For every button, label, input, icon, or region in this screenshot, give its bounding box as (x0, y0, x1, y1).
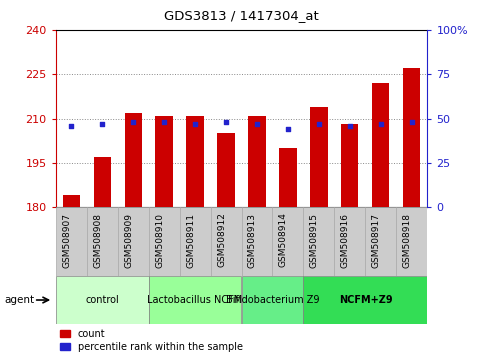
Bar (86, 207, 117, 276)
Text: Bifidobacterium Z9: Bifidobacterium Z9 (226, 295, 319, 305)
Bar (156, 116, 172, 207)
Text: GSM508907: GSM508907 (62, 213, 71, 268)
Text: Lactobacillus NCFM: Lactobacillus NCFM (147, 295, 242, 305)
Bar (117, 207, 149, 276)
Text: GSM508916: GSM508916 (341, 213, 350, 268)
Bar (180, 207, 211, 276)
Text: agent: agent (5, 295, 35, 305)
Legend: count, percentile rank within the sample: count, percentile rank within the sample (60, 329, 243, 352)
Point (346, 123, 354, 129)
Bar (397, 207, 427, 276)
Bar (62, 195, 80, 207)
Point (222, 119, 230, 125)
Bar (217, 133, 235, 207)
Text: GDS3813 / 1417304_at: GDS3813 / 1417304_at (164, 9, 319, 22)
Point (315, 121, 323, 127)
Bar (341, 125, 358, 207)
Bar (56, 207, 86, 276)
Text: GSM508909: GSM508909 (124, 213, 133, 268)
Point (253, 121, 261, 127)
Point (284, 126, 292, 132)
Text: GSM508911: GSM508911 (186, 213, 195, 268)
Text: GSM508913: GSM508913 (248, 213, 257, 268)
Bar (149, 276, 242, 324)
Text: GSM508910: GSM508910 (155, 213, 164, 268)
Bar (248, 116, 266, 207)
Text: GSM508908: GSM508908 (93, 213, 102, 268)
Bar (372, 83, 389, 207)
Bar (56, 276, 149, 324)
Text: GSM508918: GSM508918 (403, 213, 412, 268)
Text: GSM508915: GSM508915 (310, 213, 319, 268)
Bar (403, 68, 421, 207)
Point (377, 121, 385, 127)
Text: GSM508912: GSM508912 (217, 213, 226, 268)
Bar (272, 207, 303, 276)
Text: control: control (85, 295, 119, 305)
Bar (242, 207, 272, 276)
Bar (242, 276, 303, 324)
Bar (334, 207, 366, 276)
Bar (94, 157, 111, 207)
Bar (125, 113, 142, 207)
Bar (211, 207, 242, 276)
Point (67, 123, 75, 129)
Point (98, 121, 106, 127)
Point (408, 119, 416, 125)
Bar (303, 207, 334, 276)
Bar (186, 116, 203, 207)
Bar (311, 107, 327, 207)
Bar (366, 207, 397, 276)
Point (129, 119, 137, 125)
Point (160, 119, 168, 125)
Bar (149, 207, 180, 276)
Bar (303, 276, 427, 324)
Point (191, 121, 199, 127)
Text: GSM508917: GSM508917 (372, 213, 381, 268)
Text: NCFM+Z9: NCFM+Z9 (339, 295, 392, 305)
Text: GSM508914: GSM508914 (279, 213, 288, 268)
Bar (280, 148, 297, 207)
